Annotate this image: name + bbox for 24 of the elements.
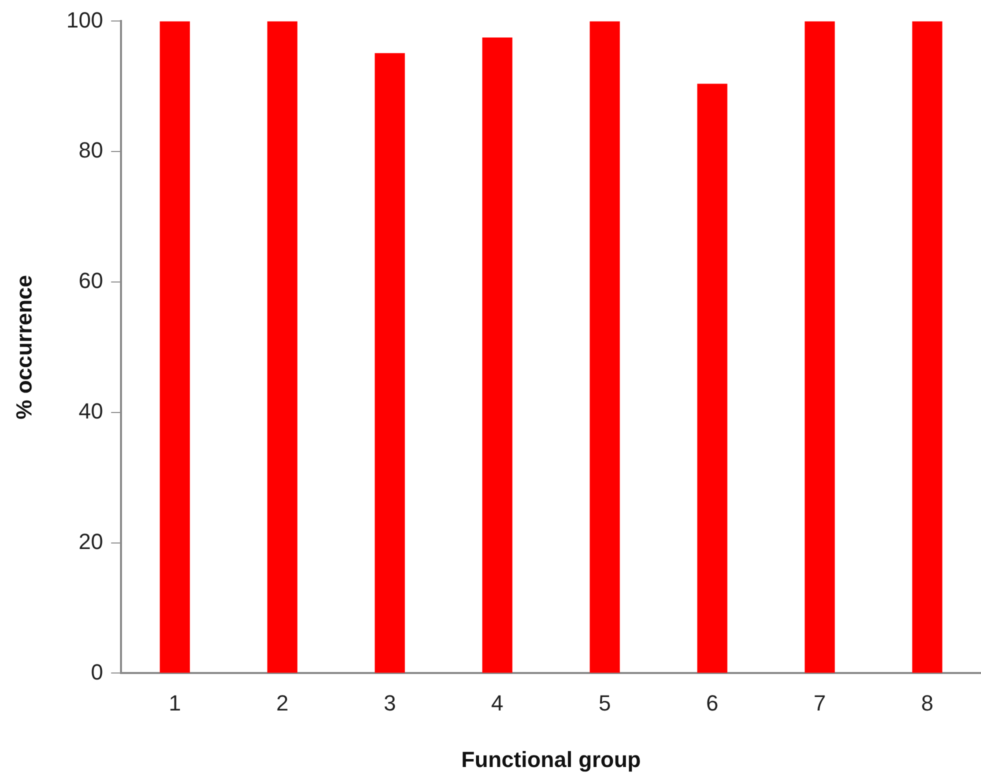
y-axis-title: % occurrence: [11, 275, 36, 420]
x-tick-label: 8: [921, 690, 934, 716]
y-tick-label: 20: [78, 528, 104, 554]
x-tick-label: 7: [814, 690, 826, 716]
bar: [482, 38, 512, 673]
x-tick-label: 6: [706, 690, 718, 716]
x-tick-label: 3: [384, 690, 396, 716]
x-tick-label: 5: [598, 690, 611, 716]
y-tick-label: 80: [78, 138, 104, 163]
bar: [590, 21, 620, 673]
bar: [374, 53, 405, 673]
y-tick-label: 0: [90, 659, 104, 684]
bar: [804, 21, 835, 673]
y-tick-label: 40: [78, 398, 104, 424]
bar: [697, 84, 728, 673]
x-tick-label: 2: [276, 690, 288, 716]
bar: [267, 21, 298, 673]
bar: [160, 21, 190, 673]
y-tick-label: 100: [66, 7, 104, 32]
y-tick-label: 60: [78, 268, 104, 294]
x-axis-title: Functional group: [461, 746, 641, 772]
x-tick-label: 4: [491, 690, 504, 716]
bar: [912, 21, 942, 673]
x-tick-label: 1: [168, 690, 181, 716]
